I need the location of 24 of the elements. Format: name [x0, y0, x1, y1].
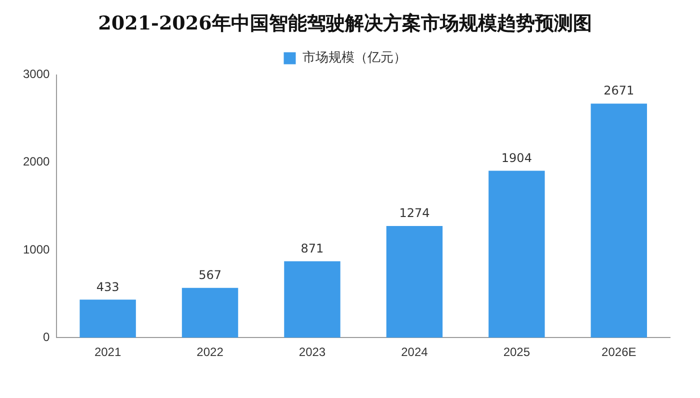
y-tick-label: 2000: [22, 154, 50, 169]
data-label: 2671: [604, 84, 634, 98]
legend-label: 市场规模（亿元）: [302, 50, 406, 66]
y-tick-label: 0: [43, 330, 50, 344]
x-tick-label: 2025: [503, 345, 530, 360]
x-tick-label: 2024: [401, 345, 428, 360]
data-label: 1274: [399, 206, 430, 220]
x-tick-label: 2021: [94, 345, 122, 360]
data-label: 1904: [501, 150, 532, 165]
chart-title: 2021-2026年中国智能驾驶解决方案市场规模趋势预测图: [98, 12, 592, 34]
data-label: 433: [96, 280, 120, 294]
x-tick-label: 2023: [298, 345, 326, 360]
x-tick-label: 2026E: [602, 345, 636, 360]
bar: [182, 288, 238, 338]
bar: [386, 226, 443, 338]
data-label: 567: [198, 268, 222, 282]
y-tick-label: 1000: [22, 242, 50, 256]
x-tick-label: 2022: [196, 345, 224, 360]
bar: [488, 170, 545, 338]
bar: [284, 261, 340, 338]
bar: [590, 104, 647, 338]
bar: [80, 300, 136, 338]
data-label: 871: [300, 241, 324, 256]
y-tick-label: 3000: [22, 67, 50, 82]
